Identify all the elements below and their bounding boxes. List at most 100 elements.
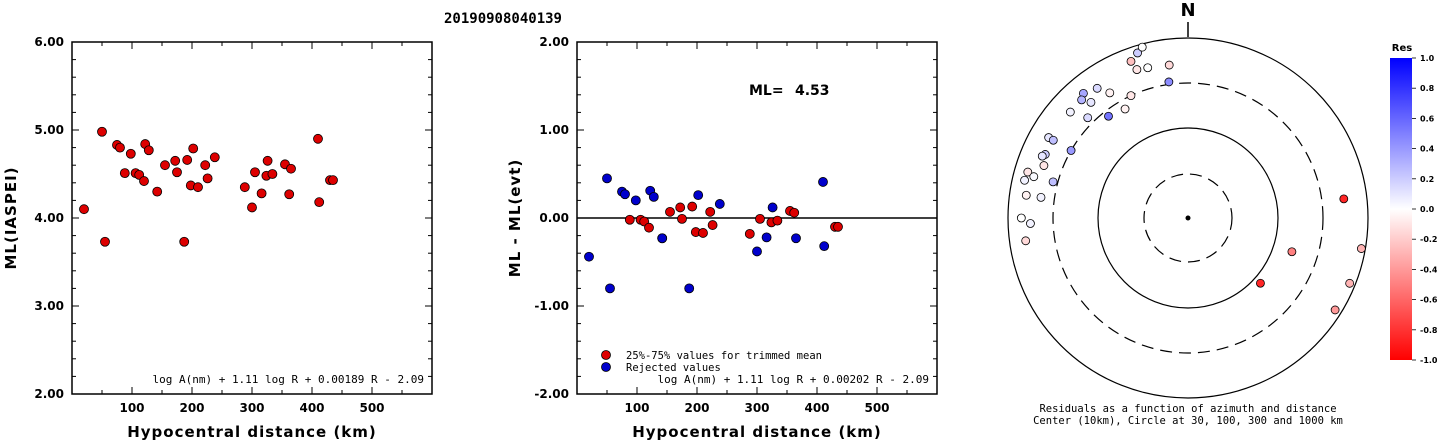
- residual-point: [1021, 236, 1031, 246]
- data-point: [284, 189, 295, 200]
- rejected-point: [693, 190, 704, 201]
- data-point: [624, 214, 635, 225]
- data-point: [172, 167, 182, 178]
- rejected-point: [767, 202, 778, 213]
- residual-point: [1126, 56, 1136, 66]
- x-tick-label: 300: [744, 401, 769, 415]
- colorbar-tick-label: 0.2: [1420, 175, 1434, 184]
- data-point: [182, 155, 193, 165]
- legend-rejected: Rejected values: [626, 362, 721, 374]
- data-point: [256, 188, 267, 199]
- data-point: [286, 163, 296, 174]
- x-tick-label: 500: [359, 401, 384, 415]
- y-tick-label: 1.00: [539, 123, 569, 137]
- data-point: [328, 175, 338, 186]
- residual-point: [1048, 135, 1058, 145]
- legend-trimmed-mean: 25%-75% values for trimmed mean: [626, 350, 822, 362]
- data-point: [193, 182, 203, 193]
- residual-point: [1132, 65, 1142, 74]
- colorbar-scale: [1390, 58, 1412, 360]
- residual-point: [1104, 111, 1113, 121]
- data-point: [755, 213, 765, 224]
- y-tick-label: 5.00: [34, 123, 64, 137]
- data-point: [100, 236, 110, 247]
- rejected-point: [648, 191, 659, 202]
- legend-marker-red: [601, 350, 611, 360]
- x-axis-label: Hypocentral distance (km): [127, 423, 377, 441]
- legend-marker-blue: [601, 362, 611, 372]
- data-point: [707, 220, 718, 230]
- residual-points: [1016, 42, 1366, 315]
- data-point: [705, 206, 716, 217]
- data-point: [267, 169, 278, 179]
- colorbar-tick-label: 0.0: [1420, 205, 1435, 214]
- residual-point: [1066, 146, 1076, 155]
- x-tick-label: 300: [239, 401, 264, 415]
- colorbar-tick-label: 0.8: [1420, 84, 1435, 93]
- rejected-point: [818, 177, 828, 187]
- residual-point: [1143, 63, 1153, 73]
- residual-point: [1083, 113, 1093, 123]
- residual-point: [1105, 88, 1115, 98]
- data-point: [247, 202, 257, 213]
- x-tick-label: 400: [804, 401, 829, 415]
- panel-polar-residuals: N Residuals as a function of azimuth and…: [1007, 0, 1369, 427]
- ml-value: 4.53: [795, 83, 830, 99]
- data-point: [119, 168, 130, 179]
- data-point: [644, 222, 654, 233]
- rejected-point: [584, 251, 594, 262]
- data-point: [188, 143, 199, 154]
- residual-point: [1356, 244, 1366, 253]
- residual-point: [1164, 60, 1174, 70]
- data-point: [179, 236, 190, 247]
- formula-text: log A(nm) + 1.11 log R + 0.00202 R - 2.0…: [657, 373, 929, 386]
- axis-ticks: 100 200 300 400 500 -2.00 -1.00 0.00 1.00 2.00: [534, 35, 937, 415]
- data-point: [250, 167, 260, 178]
- residual-point: [1126, 91, 1136, 101]
- residual-point: [1020, 175, 1029, 185]
- data-point: [170, 155, 181, 166]
- residual-point: [1039, 161, 1049, 170]
- data-point: [143, 145, 154, 156]
- y-tick-label: 4.00: [34, 211, 64, 225]
- rejected-point: [602, 173, 612, 184]
- data-point: [262, 155, 273, 166]
- data-points: [584, 173, 843, 294]
- residual-point: [1133, 48, 1142, 58]
- x-tick-label: 400: [299, 401, 324, 415]
- y-tick-label: 2.00: [34, 387, 64, 401]
- panel-ml-residual: 100 200 300 400 500 -2.00 -1.00 0.00 1.00 2.00 ML…: [506, 35, 938, 441]
- x-tick-label: 200: [179, 401, 204, 415]
- rejected-point: [605, 283, 615, 294]
- ring-1000km: [1007, 37, 1369, 399]
- residual-point: [1065, 107, 1075, 117]
- epicenter-marker: [1185, 215, 1191, 221]
- residual-point: [1048, 177, 1058, 187]
- x-axis-label: Hypocentral distance (km): [632, 423, 882, 441]
- residual-point: [1330, 305, 1340, 315]
- data-point: [209, 152, 220, 163]
- data-point: [79, 204, 89, 215]
- y-axis-label: ML(IASPEI): [2, 166, 20, 269]
- data-point: [313, 133, 323, 144]
- x-tick-label: 100: [624, 401, 649, 415]
- colorbar-tick-label: 1.0: [1420, 54, 1435, 63]
- colorbar: Res 1.0 0.8 0.6 0.4 0.2 0.0 -0.2 -0.4 -0.6 -0.8 -1…: [1390, 43, 1437, 365]
- data-point: [744, 228, 755, 239]
- rejected-point: [657, 233, 668, 244]
- residual-point: [1164, 77, 1174, 87]
- data-point: [97, 126, 107, 137]
- y-tick-label: 2.00: [539, 35, 569, 49]
- ring-300km: [1052, 82, 1324, 354]
- colorbar-tick-label: 0.4: [1420, 145, 1435, 154]
- panel-ml-iaspei: 100 200 300 400 500 2.00 3.00 4.00 5.00 6.00 Hypo…: [2, 35, 433, 441]
- data-point: [139, 176, 149, 186]
- rejected-point: [714, 199, 725, 209]
- data-point: [833, 221, 843, 232]
- residual-point: [1256, 278, 1265, 288]
- y-tick-label: 3.00: [34, 299, 64, 313]
- residual-point: [1120, 104, 1130, 114]
- x-tick-label: 200: [684, 401, 709, 415]
- rejected-point: [630, 195, 641, 206]
- axis-ticks: 100 200 300 400 500 2.00 3.00 4.00 5.00 6.00: [34, 35, 432, 415]
